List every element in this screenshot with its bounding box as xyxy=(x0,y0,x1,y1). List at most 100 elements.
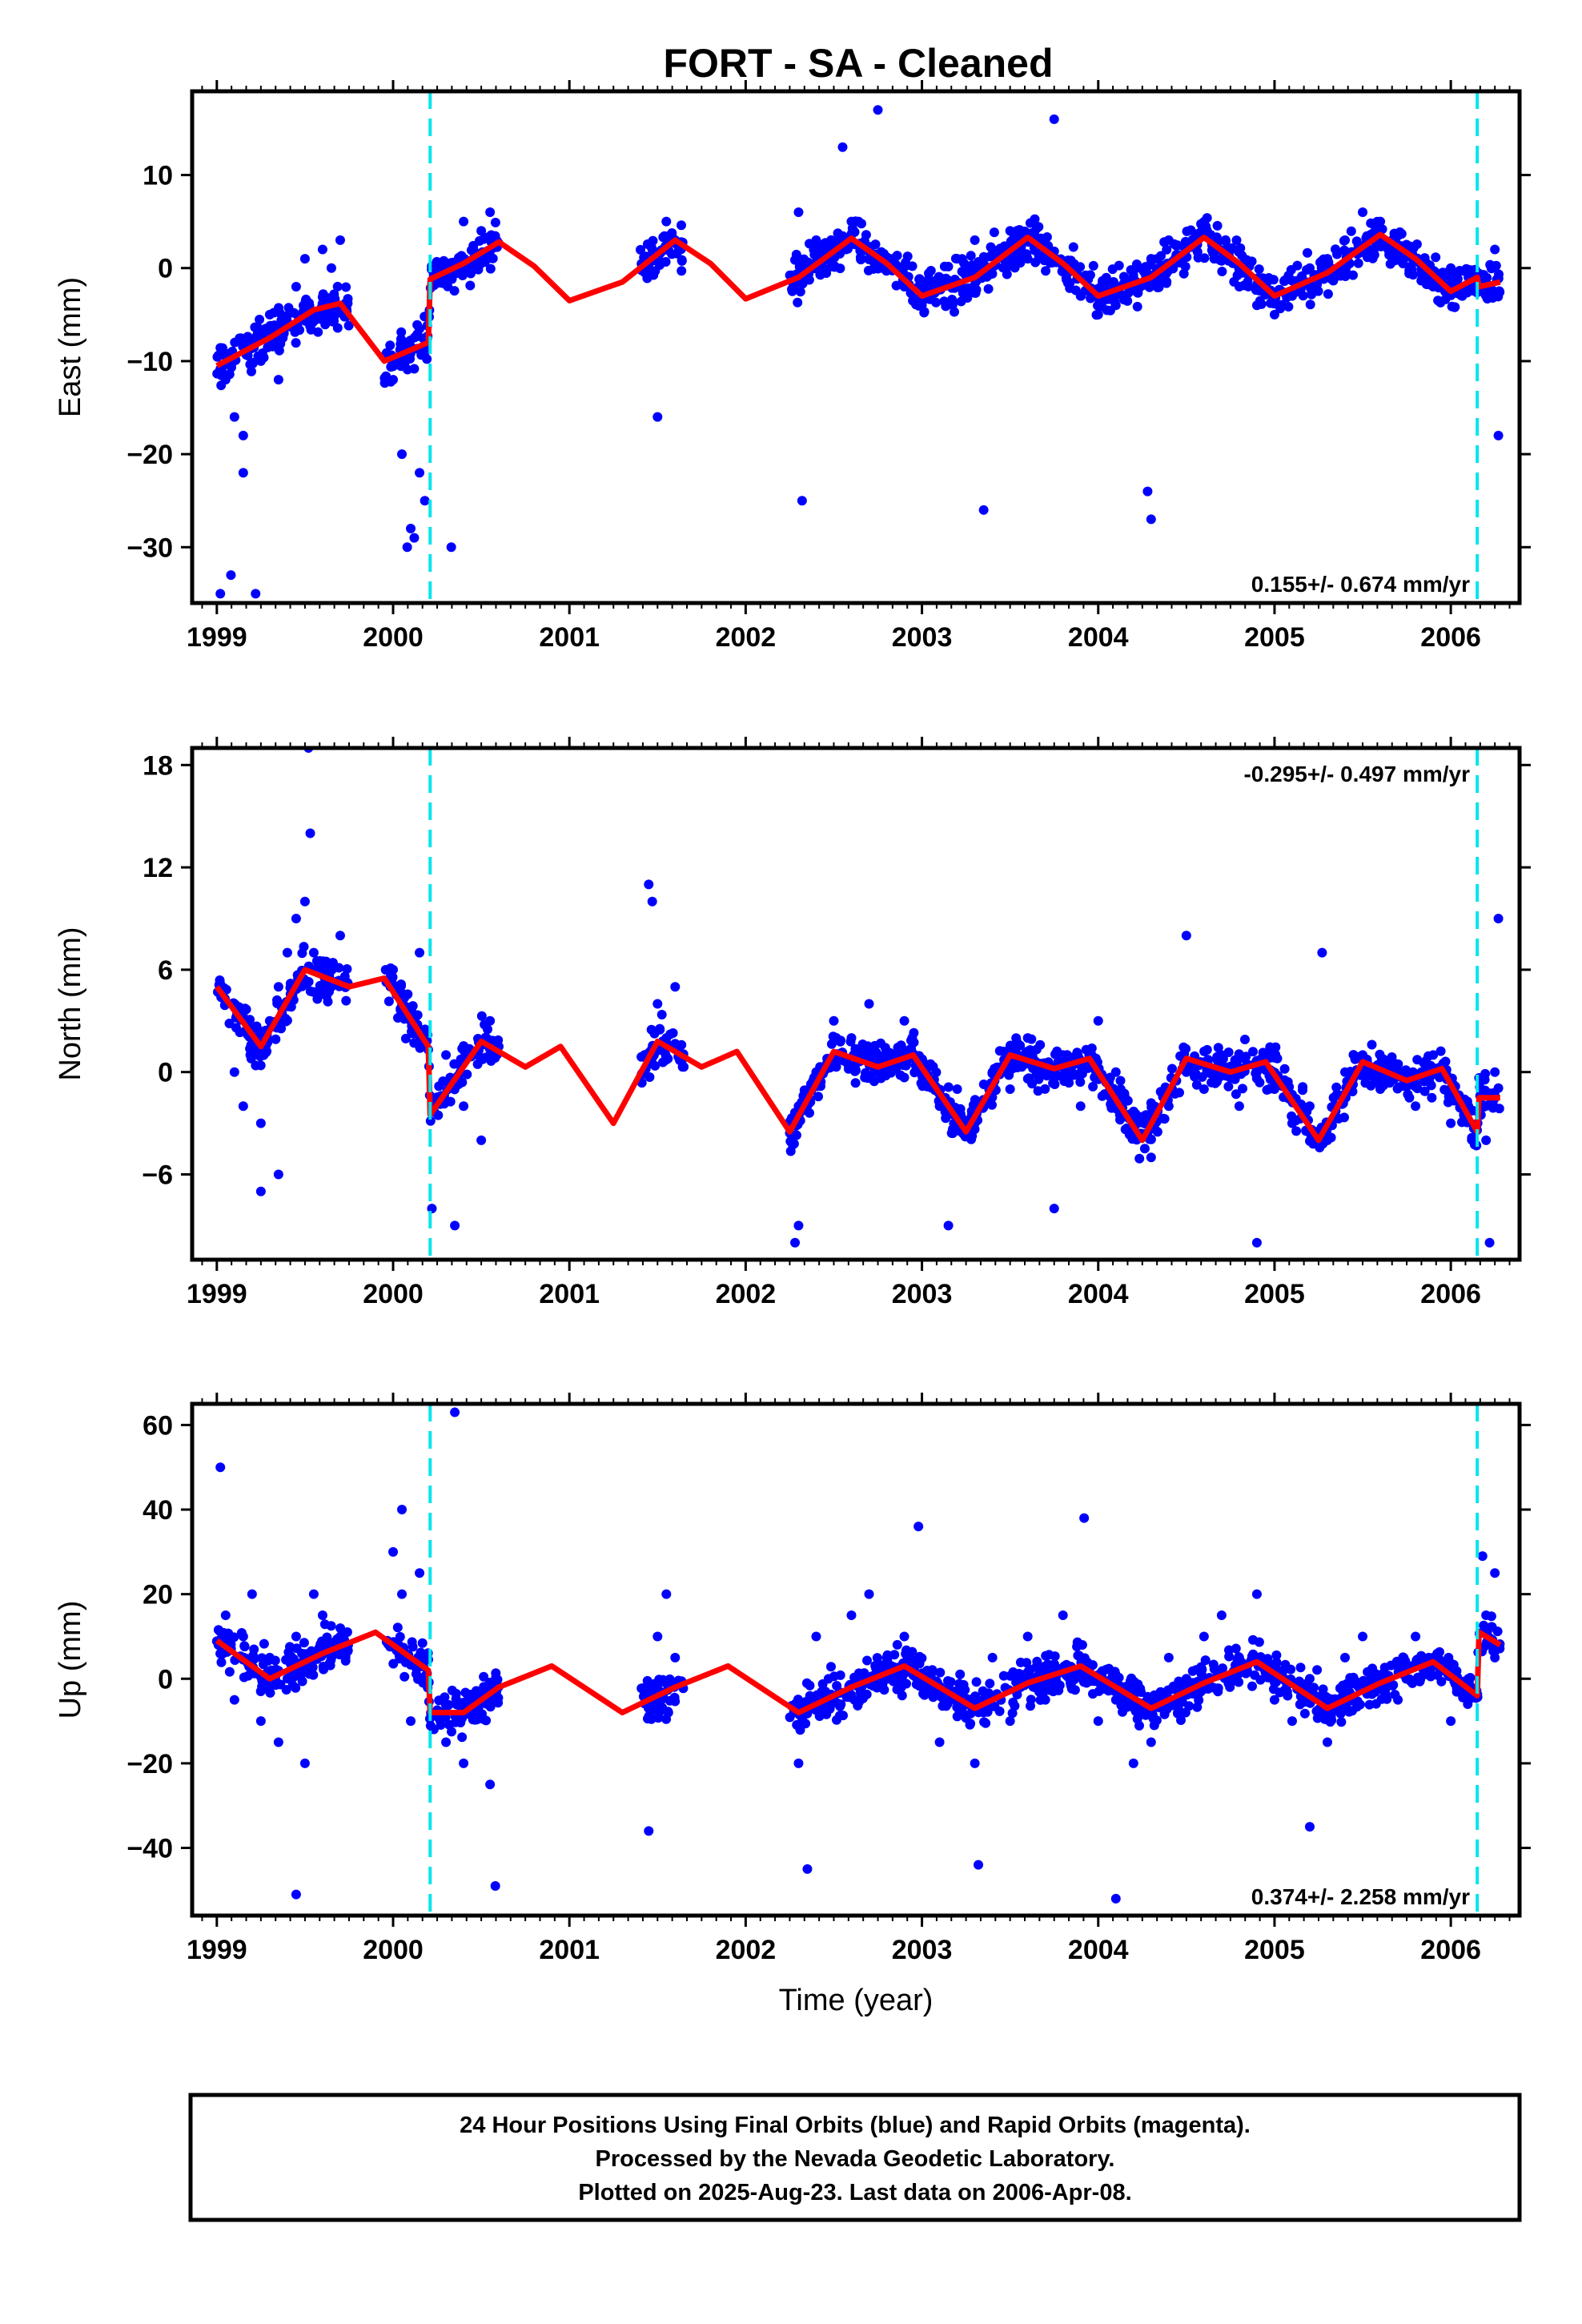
scatter-point xyxy=(485,207,496,218)
panel-2: 1999 2000 2001 2002 2003 2004 2005 2006 60 40 20 0 −… xyxy=(54,1393,1531,2017)
scatter-point xyxy=(332,281,343,292)
scatter-point xyxy=(1385,259,1395,269)
scatter-point xyxy=(983,283,994,294)
scatter-point xyxy=(1375,216,1386,227)
scatter-point xyxy=(1093,1015,1103,1026)
scatter-point xyxy=(677,266,687,276)
scatter-point xyxy=(1212,220,1223,231)
scatter-point xyxy=(1101,272,1111,283)
scatter-point xyxy=(1455,266,1465,275)
x-tick-label: 2002 xyxy=(716,1279,777,1309)
panel-0: 1999 2000 2001 2002 2003 2004 2005 2006 10 0 −10 −2… xyxy=(54,80,1531,653)
scatter-point xyxy=(906,1043,917,1054)
scatter-point xyxy=(291,338,301,348)
scatter-point xyxy=(319,1664,329,1675)
scatter-point xyxy=(1058,1050,1068,1060)
scatter-point xyxy=(1049,114,1059,124)
scatter-point xyxy=(950,307,959,317)
scatter-point xyxy=(466,268,476,279)
scatter-point xyxy=(926,1059,936,1069)
x-tick-label: 2001 xyxy=(539,1279,600,1309)
scatter-point xyxy=(1353,258,1363,268)
plot-area-1 xyxy=(213,748,1504,1260)
scatter-point xyxy=(863,265,873,275)
scatter-point xyxy=(415,947,425,958)
scatter-point xyxy=(273,982,283,992)
scatter-point xyxy=(480,257,490,267)
scatter-point xyxy=(1066,1680,1076,1691)
scatter-point xyxy=(881,1661,891,1671)
scatter-point xyxy=(1322,254,1332,264)
scatter-point xyxy=(220,1610,231,1621)
x-tick-label: 2005 xyxy=(1244,622,1305,653)
scatter-point xyxy=(1216,1050,1227,1060)
scatter-point xyxy=(1389,1059,1399,1069)
scatter-point xyxy=(215,1462,226,1473)
scatter-point xyxy=(1271,1650,1282,1660)
scatter-point xyxy=(446,542,456,553)
scatter-point xyxy=(1395,255,1406,264)
scatter-point xyxy=(1313,286,1323,296)
scatter-point xyxy=(229,412,239,422)
scatter-point xyxy=(1142,486,1153,497)
scatter-point xyxy=(652,412,663,422)
y-axis-label: North (mm) xyxy=(54,927,87,1080)
scatter-point xyxy=(931,1068,942,1077)
scatter-point xyxy=(1450,302,1460,312)
scatter-point xyxy=(1152,1127,1162,1137)
scatter-point xyxy=(1154,282,1164,292)
scatter-point xyxy=(1174,1676,1184,1687)
scatter-point xyxy=(1148,1714,1158,1723)
footer-line-3: Plotted on 2025-Aug-23. Last data on 200… xyxy=(578,2180,1131,2205)
scatter-point xyxy=(1419,253,1430,263)
scatter-point xyxy=(1110,1695,1121,1705)
scatter-point xyxy=(1247,1681,1257,1691)
scatter-point xyxy=(971,284,982,295)
scatter-point xyxy=(287,1680,298,1691)
scatter-point xyxy=(1247,256,1257,267)
scatter-point xyxy=(987,244,998,255)
scatter-point xyxy=(451,1688,461,1699)
scatter-point xyxy=(1208,1659,1219,1670)
scatter-point xyxy=(476,1135,487,1145)
scatter-point xyxy=(1170,1088,1180,1099)
y-axis-label: East (mm) xyxy=(54,277,87,417)
scatter-point xyxy=(837,142,848,152)
scatter-point xyxy=(434,1081,444,1092)
scatter-point xyxy=(1142,262,1152,272)
scatter-point xyxy=(934,1737,945,1747)
scatter-point xyxy=(636,1683,647,1694)
scatter-point xyxy=(480,1052,491,1063)
x-tick-label: 2000 xyxy=(363,1935,424,1965)
scatter-point xyxy=(1015,1657,1026,1667)
scatter-point xyxy=(1393,1695,1403,1705)
scatter-point xyxy=(1146,514,1156,525)
scatter-point xyxy=(1317,947,1327,958)
scatter-point xyxy=(396,327,407,337)
scatter-point xyxy=(402,542,412,553)
scatter-point xyxy=(388,1659,399,1669)
scatter-point xyxy=(677,255,687,266)
scatter-point xyxy=(670,982,681,992)
scatter-point xyxy=(1340,271,1351,281)
scatter-point xyxy=(1241,1668,1251,1679)
scatter-point xyxy=(846,216,857,227)
panels: 1999 2000 2001 2002 2003 2004 2005 2006100−10−2… xyxy=(54,80,1531,2017)
scatter-point xyxy=(493,1698,504,1708)
plot-frame xyxy=(190,746,1522,1262)
scatter-point xyxy=(235,333,246,344)
x-tick-label: 2006 xyxy=(1420,1279,1481,1309)
scatter-point xyxy=(1002,269,1012,279)
scatter-point xyxy=(479,1682,489,1692)
y-tick-label: 20 xyxy=(143,1580,173,1610)
scatter-point xyxy=(887,255,897,265)
scatter-point xyxy=(300,298,311,308)
scatter-point xyxy=(881,1050,892,1060)
scatter-point xyxy=(835,1701,845,1711)
scatter-point xyxy=(238,1631,248,1642)
scatter-point xyxy=(1025,218,1035,228)
scatter-point xyxy=(939,296,950,307)
scatter-point xyxy=(291,1643,302,1654)
scatter-point xyxy=(282,1015,292,1026)
scatter-point xyxy=(959,292,970,303)
